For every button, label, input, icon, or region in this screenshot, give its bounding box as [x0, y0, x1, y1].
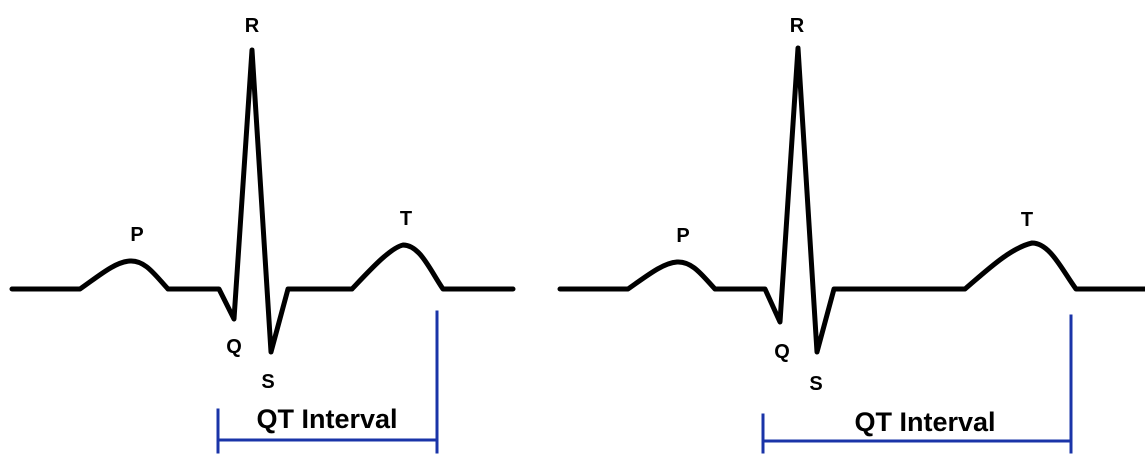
qt-interval-label: QT Interval [256, 404, 397, 434]
ecg-waveform [557, 45, 1145, 355]
t-wave-label: T [1021, 209, 1033, 231]
s-wave-label: S [809, 373, 822, 395]
qt-interval-bracket [761, 314, 1073, 454]
p-wave-label: P [130, 224, 143, 246]
r-wave-label: R [790, 15, 805, 37]
p-wave-label: P [676, 225, 689, 247]
qt-interval-bracket [216, 310, 439, 454]
q-wave-label: Q [226, 336, 242, 358]
t-wave-label: T [400, 208, 412, 230]
s-wave-label: S [261, 371, 274, 393]
r-wave-label: R [245, 15, 260, 37]
q-wave-label: Q [774, 341, 790, 363]
ecg-panel-prolonged: R P T Q S QT Interval [557, 15, 1145, 454]
qt-interval-label: QT Interval [854, 407, 995, 437]
ecg-waveform [9, 47, 516, 355]
ecg-panel-normal: R P T Q S QT Interval [9, 15, 516, 454]
